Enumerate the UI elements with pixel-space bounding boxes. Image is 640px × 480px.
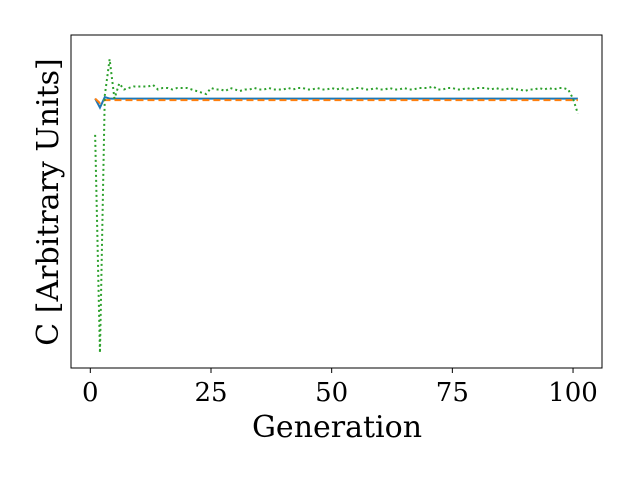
plot-area [71,35,602,368]
x-tick-label: 75 [436,378,469,408]
x-axis-ticks: 0 25 50 75 100 [82,368,598,408]
plot-frame [70,34,603,369]
x-axis-label: Generation [252,410,422,445]
y-axis-label: C [Arbitrary Units] [31,58,66,345]
x-tick-label: 100 [548,378,598,408]
series-line-2 [94,97,578,105]
x-tick-label: 0 [82,378,99,408]
series-line-1 [94,95,578,110]
x-tick-label: 50 [315,378,348,408]
x-tick-label: 25 [194,378,227,408]
series-layer [94,59,579,353]
series-line-3 [94,59,579,353]
